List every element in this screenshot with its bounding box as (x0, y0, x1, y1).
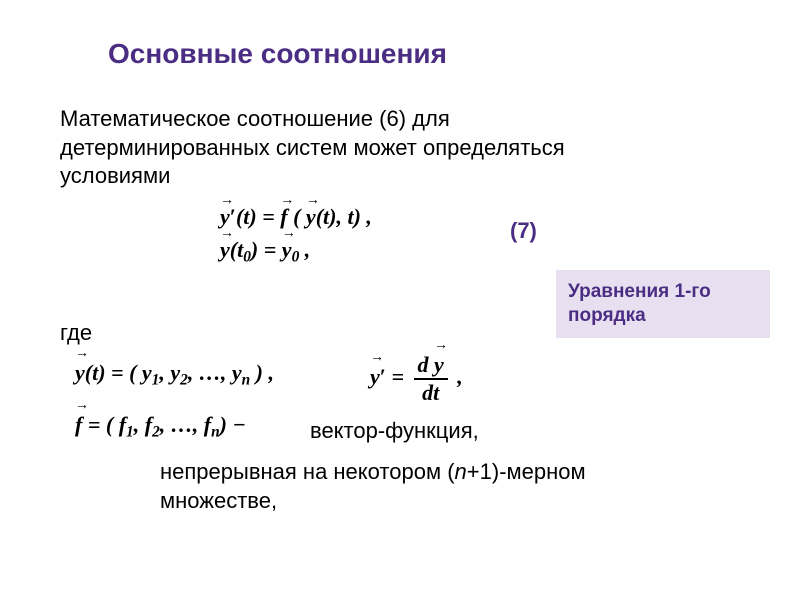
slide-title: Основные соотношения (108, 38, 447, 70)
vector-f-definition: f = ( f1, f2, …, fn) − (75, 412, 246, 442)
continuous-text: непрерывная на некотором (n+1)-мерном мн… (160, 458, 680, 515)
equation-line-2: y(t0) = y0 , (220, 233, 372, 269)
intro-text: Математическое соотношение (6) для детер… (60, 105, 580, 191)
vector-y-definition: y(t) = ( y1, y2, …, yn ) , (75, 360, 274, 390)
vector-function-label: вектор-функция, (310, 418, 479, 444)
equation-number: (7) (510, 218, 537, 244)
callout-box: Уравнения 1-го порядка (556, 270, 770, 338)
equation-block: y′(t) = f ( y(t), t) , y(t0) = y0 , (220, 200, 372, 269)
equation-line-1: y′(t) = f ( y(t), t) , (220, 200, 372, 233)
vector-y-prime-definition: y′ = d ydt , (370, 352, 463, 406)
where-label: где (60, 320, 92, 346)
